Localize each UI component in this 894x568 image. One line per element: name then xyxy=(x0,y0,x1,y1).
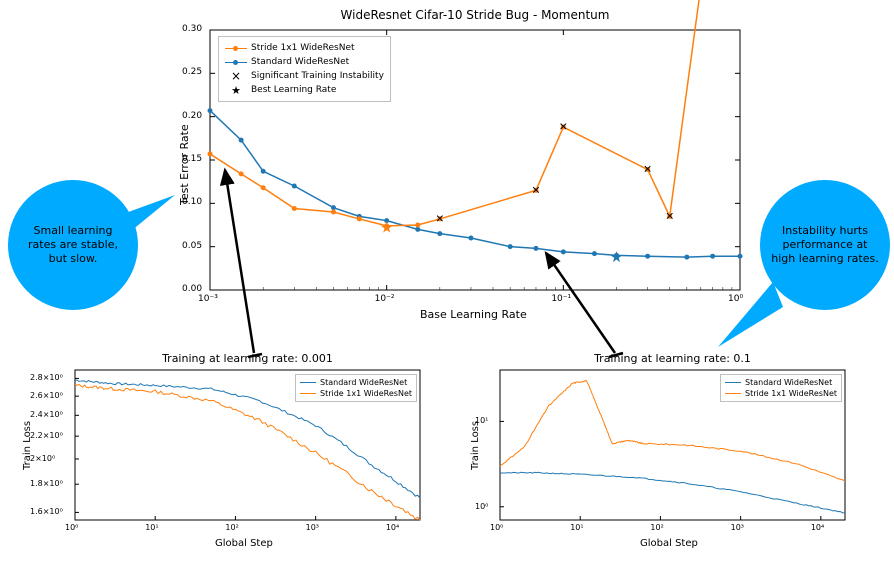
arrows-layer xyxy=(0,0,894,568)
